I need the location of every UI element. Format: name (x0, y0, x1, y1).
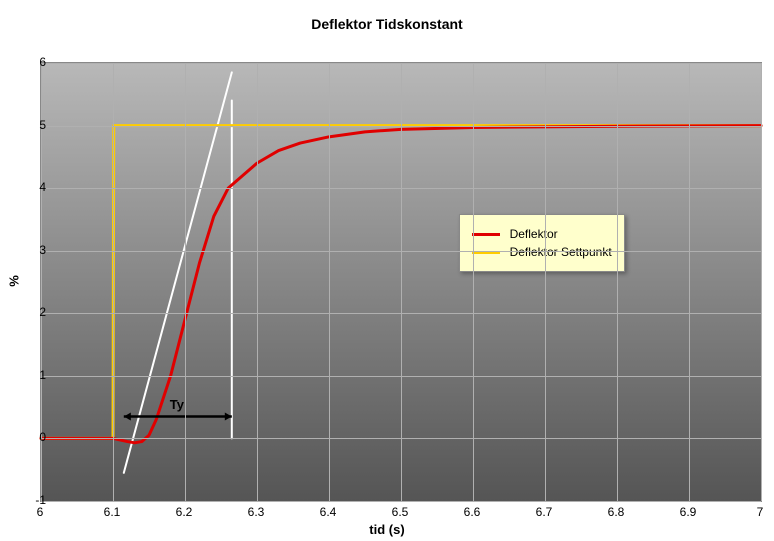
ty-label: Ty (170, 397, 184, 412)
ytick: 0 (26, 430, 46, 444)
grid-v (401, 63, 402, 501)
grid-v (617, 63, 618, 501)
grid-h (41, 251, 761, 252)
grid-v (113, 63, 114, 501)
xtick: 6.9 (680, 505, 697, 519)
legend-label-deflektor: Deflektor (510, 227, 558, 241)
xtick: 6 (37, 505, 44, 519)
x-axis-label: tid (s) (0, 522, 774, 537)
xtick: 6.2 (176, 505, 193, 519)
xtick: 7 (757, 505, 764, 519)
ytick: 6 (26, 55, 46, 69)
chart-title: Deflektor Tidskonstant (0, 16, 774, 32)
grid-v (185, 63, 186, 501)
legend: Deflektor Deflektor Settpunkt (459, 214, 625, 272)
legend-label-settpunkt: Deflektor Settpunkt (510, 245, 612, 259)
grid-v (545, 63, 546, 501)
grid-h (41, 188, 761, 189)
ytick: 4 (26, 180, 46, 194)
grid-h (41, 63, 761, 64)
xtick: 6.7 (536, 505, 553, 519)
tangent-line (124, 72, 232, 472)
xtick: 6.6 (464, 505, 481, 519)
grid-h (41, 376, 761, 377)
legend-swatch-deflektor (472, 233, 500, 236)
grid-h (41, 501, 761, 502)
xtick: 6.4 (320, 505, 337, 519)
grid-v (257, 63, 258, 501)
ytick: 2 (26, 305, 46, 319)
y-axis-label: % (6, 275, 21, 287)
ytick: 1 (26, 368, 46, 382)
grid-h (41, 438, 761, 439)
legend-item-deflektor: Deflektor (472, 227, 612, 241)
plot-area: Deflektor Deflektor Settpunkt Ty (40, 62, 762, 502)
grid-v (689, 63, 690, 501)
xtick: 6.5 (392, 505, 409, 519)
grid-h (41, 313, 761, 314)
xtick: 6.8 (608, 505, 625, 519)
ytick: -1 (26, 493, 46, 507)
xtick: 6.3 (248, 505, 265, 519)
ytick: 3 (26, 243, 46, 257)
grid-h (41, 126, 761, 127)
grid-v (473, 63, 474, 501)
xtick: 6.1 (104, 505, 121, 519)
ytick: 5 (26, 118, 46, 132)
legend-item-settpunkt: Deflektor Settpunkt (472, 245, 612, 259)
grid-v (329, 63, 330, 501)
grid-v (761, 63, 762, 501)
